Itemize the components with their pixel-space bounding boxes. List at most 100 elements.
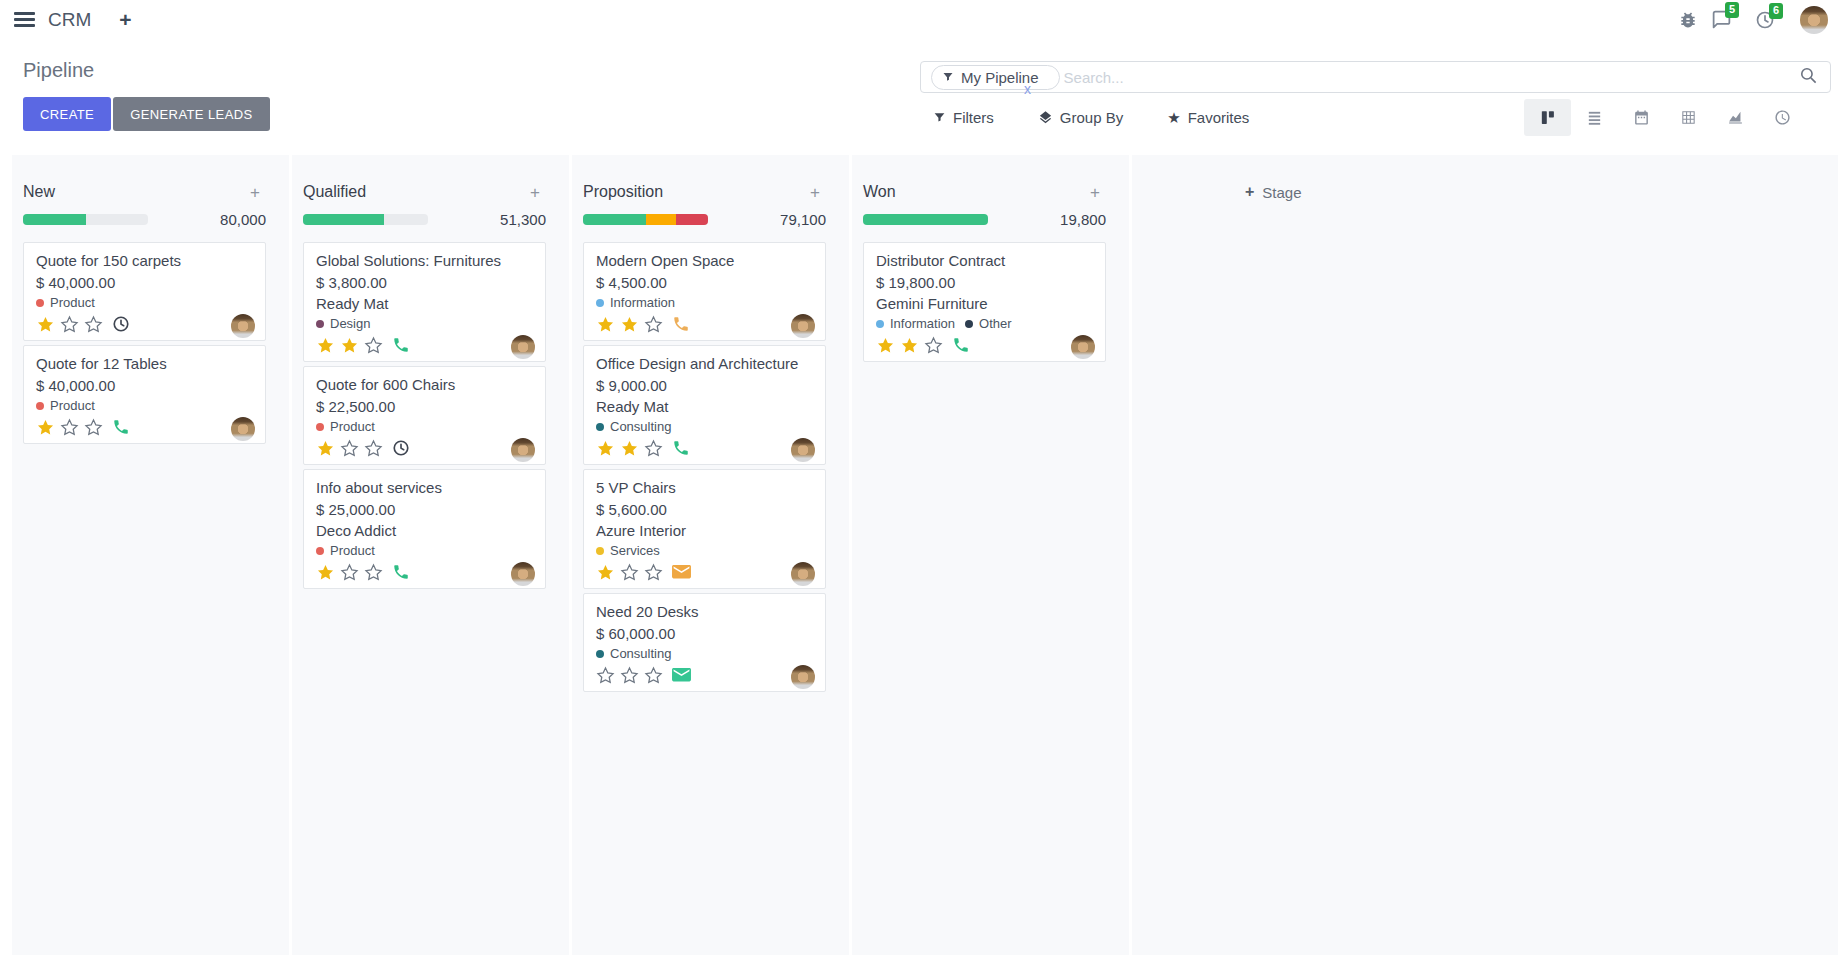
priority-stars[interactable]	[876, 336, 943, 355]
star-empty-icon[interactable]	[364, 439, 383, 458]
card-owner-avatar[interactable]	[791, 314, 815, 338]
view-pivot-button[interactable]	[1665, 99, 1712, 136]
activity-clock-icon[interactable]	[112, 315, 130, 333]
card-owner-avatar[interactable]	[511, 562, 535, 586]
progress-segment[interactable]	[23, 214, 86, 225]
star-empty-icon[interactable]	[644, 439, 663, 458]
column-quick-add-icon[interactable]: +	[530, 184, 540, 201]
view-kanban-button[interactable]	[1524, 99, 1571, 136]
star-filled-icon[interactable]	[316, 563, 335, 582]
kanban-card[interactable]: Quote for 150 carpets$ 40,000.00Product	[23, 242, 266, 341]
star-filled-icon[interactable]	[876, 336, 895, 355]
column-title[interactable]: Qualified	[303, 183, 366, 201]
filters-button[interactable]: Filters	[933, 109, 994, 126]
star-filled-icon[interactable]	[620, 439, 639, 458]
star-empty-icon[interactable]	[620, 666, 639, 685]
messages-icon[interactable]: 5	[1711, 9, 1732, 30]
create-button[interactable]: CREATE	[23, 97, 111, 131]
activity-phone-icon[interactable]	[952, 336, 970, 354]
star-empty-icon[interactable]	[60, 315, 79, 334]
activity-mail-icon[interactable]	[672, 668, 691, 683]
apps-menu-icon[interactable]	[14, 12, 35, 28]
priority-stars[interactable]	[316, 336, 383, 355]
star-empty-icon[interactable]	[596, 666, 615, 685]
kanban-card[interactable]: Info about services$ 25,000.00Deco Addic…	[303, 469, 546, 589]
view-activity-button[interactable]	[1759, 99, 1806, 136]
star-empty-icon[interactable]	[620, 563, 639, 582]
card-owner-avatar[interactable]	[511, 438, 535, 462]
user-avatar[interactable]	[1800, 6, 1828, 34]
star-empty-icon[interactable]	[60, 418, 79, 437]
kanban-card[interactable]: Quote for 12 Tables$ 40,000.00Product	[23, 345, 266, 444]
star-empty-icon[interactable]	[924, 336, 943, 355]
view-graph-button[interactable]	[1712, 99, 1759, 136]
star-filled-icon[interactable]	[36, 315, 55, 334]
star-filled-icon[interactable]	[620, 315, 639, 334]
app-title[interactable]: CRM	[48, 9, 91, 31]
group-by-button[interactable]: Group By	[1038, 109, 1123, 126]
progress-segment[interactable]	[303, 214, 384, 225]
progress-segment[interactable]	[863, 214, 988, 225]
column-title[interactable]: Won	[863, 183, 896, 201]
kanban-card[interactable]: Modern Open Space$ 4,500.00Information	[583, 242, 826, 341]
column-quick-add-icon[interactable]: +	[810, 184, 820, 201]
progress-segment[interactable]	[676, 214, 709, 225]
search-icon[interactable]	[1799, 66, 1818, 89]
kanban-card[interactable]: Global Solutions: Furnitures$ 3,800.00Re…	[303, 242, 546, 362]
star-empty-icon[interactable]	[644, 563, 663, 582]
star-filled-icon[interactable]	[316, 439, 335, 458]
star-filled-icon[interactable]	[900, 336, 919, 355]
card-owner-avatar[interactable]	[791, 665, 815, 689]
priority-stars[interactable]	[596, 666, 663, 685]
progress-segment[interactable]	[646, 214, 676, 225]
star-empty-icon[interactable]	[340, 439, 359, 458]
kanban-card[interactable]: Need 20 Desks$ 60,000.00Consulting	[583, 593, 826, 692]
activity-phone-icon[interactable]	[392, 563, 410, 581]
star-empty-icon[interactable]	[364, 336, 383, 355]
column-quick-add-icon[interactable]: +	[250, 184, 260, 201]
activity-clock-icon[interactable]	[392, 439, 410, 457]
column-quick-add-icon[interactable]: +	[1090, 184, 1100, 201]
card-owner-avatar[interactable]	[231, 314, 255, 338]
card-owner-avatar[interactable]	[231, 417, 255, 441]
kanban-card[interactable]: Quote for 600 Chairs$ 22,500.00Product	[303, 366, 546, 465]
priority-stars[interactable]	[596, 439, 663, 458]
activity-phone-icon[interactable]	[392, 336, 410, 354]
priority-stars[interactable]	[316, 563, 383, 582]
star-empty-icon[interactable]	[364, 563, 383, 582]
activities-clock-icon[interactable]: 6	[1755, 10, 1775, 30]
star-empty-icon[interactable]	[644, 315, 663, 334]
view-calendar-button[interactable]	[1618, 99, 1665, 136]
kanban-card[interactable]: Distributor Contract$ 19,800.00Gemini Fu…	[863, 242, 1106, 362]
card-owner-avatar[interactable]	[791, 438, 815, 462]
card-owner-avatar[interactable]	[1071, 335, 1095, 359]
kanban-card[interactable]: 5 VP Chairs$ 5,600.00Azure InteriorServi…	[583, 469, 826, 589]
activity-phone-icon[interactable]	[112, 418, 130, 436]
new-tab-icon[interactable]: +	[119, 9, 131, 30]
search-facet-my-pipeline[interactable]: My Pipeline	[931, 65, 1060, 90]
search-bar[interactable]: My Pipeline Search...	[920, 61, 1831, 93]
priority-stars[interactable]	[36, 418, 103, 437]
star-filled-icon[interactable]	[596, 563, 615, 582]
priority-stars[interactable]	[596, 315, 663, 334]
star-filled-icon[interactable]	[340, 336, 359, 355]
favorites-button[interactable]: ★ Favorites	[1167, 109, 1249, 126]
view-list-button[interactable]	[1571, 99, 1618, 136]
star-filled-icon[interactable]	[596, 439, 615, 458]
priority-stars[interactable]	[596, 563, 663, 582]
column-progressbar[interactable]	[23, 214, 148, 225]
priority-stars[interactable]	[36, 315, 103, 334]
activity-phone-icon[interactable]	[672, 315, 690, 333]
progress-segment[interactable]	[583, 214, 646, 225]
search-placeholder[interactable]: Search...	[1064, 69, 1124, 86]
add-stage-button[interactable]: + Stage	[1245, 183, 1838, 201]
star-filled-icon[interactable]	[596, 315, 615, 334]
star-empty-icon[interactable]	[84, 315, 103, 334]
star-empty-icon[interactable]	[340, 563, 359, 582]
star-empty-icon[interactable]	[84, 418, 103, 437]
debug-bug-icon[interactable]	[1678, 10, 1698, 30]
generate-leads-button[interactable]: GENERATE LEADS	[113, 97, 269, 131]
star-filled-icon[interactable]	[316, 336, 335, 355]
star-empty-icon[interactable]	[644, 666, 663, 685]
column-title[interactable]: New	[23, 183, 55, 201]
